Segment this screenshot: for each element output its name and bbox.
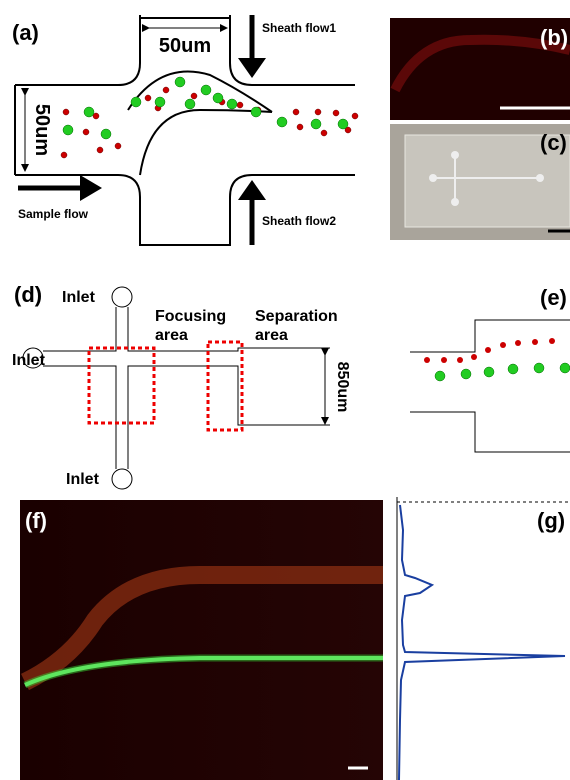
- width-label: 50um: [31, 104, 53, 156]
- panel-f: (f): [20, 500, 383, 780]
- panel-d: (d) Inlet Inlet Inlet Focusing area Sepa…: [12, 282, 351, 489]
- panel-c: (c): [390, 124, 570, 240]
- inlet-label: Inlet: [12, 352, 46, 369]
- inlet-label: Inlet: [62, 289, 96, 306]
- panel-label: (g): [537, 508, 565, 533]
- panel-a: (a) 50um 50um Sheath flow1 Sheath flow2 …: [12, 15, 358, 245]
- panel-label: (a): [12, 20, 39, 45]
- panel-label: (d): [14, 282, 42, 307]
- flow-label: Sheath flow1: [262, 21, 336, 35]
- area-label: Focusing: [155, 308, 226, 325]
- panel-g: (g): [397, 497, 570, 780]
- panel-label: (c): [540, 130, 567, 155]
- panel-e: (e): [410, 285, 570, 452]
- area-label: Separation: [255, 308, 338, 325]
- panel-b: (b): [390, 18, 570, 120]
- width-label: 50um: [159, 35, 211, 57]
- panel-label: (b): [540, 25, 568, 50]
- panel-label: (e): [540, 285, 567, 310]
- area-label: area: [255, 327, 288, 344]
- figure: (a) 50um 50um Sheath flow1 Sheath flow2 …: [0, 0, 570, 780]
- flow-label: Sample flow: [18, 207, 89, 221]
- area-label: area: [155, 327, 188, 344]
- inlet-label: Inlet: [66, 471, 100, 488]
- width-label: 850um: [334, 362, 351, 413]
- panel-label: (f): [25, 508, 47, 533]
- flow-label: Sheath flow2: [262, 214, 336, 228]
